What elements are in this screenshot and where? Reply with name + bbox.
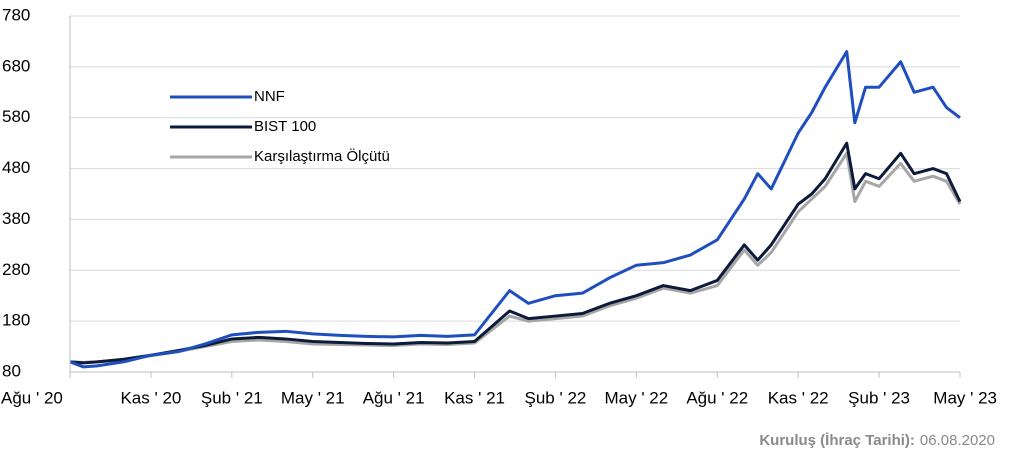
x-tick-label: Ağu ' 21 (363, 388, 425, 407)
lines (69, 50, 962, 369)
footer-label: Kuruluş (İhraç Tarihi): (759, 432, 915, 449)
x-tick-label: Kas ' 20 (120, 388, 181, 407)
y-tick-label: 780 (2, 5, 30, 24)
x-tick-label: May ' 23 (933, 388, 997, 407)
x-tick-label: May ' 21 (281, 388, 345, 407)
legend-label: Karşılaştırma Ölçütü (254, 147, 390, 165)
footer-value: 06.08.2020 (920, 432, 995, 449)
y-tick-label: 180 (2, 311, 30, 330)
y-tick-label: 280 (2, 260, 30, 279)
x-tick-label: Ağu ' 20 (1, 388, 63, 407)
y-tick-label: 80 (2, 361, 21, 380)
y-tick-label: 480 (2, 158, 30, 177)
x-tick-label: May ' 22 (605, 388, 669, 407)
x-tick-label: Şub ' 23 (848, 388, 910, 407)
series-line (69, 50, 961, 369)
footer: Kuruluş (İhraç Tarihi): 06.08.2020 (759, 432, 995, 449)
axes: 80 180 280 380 480 580 680 780 Ağu ' 20 Kas ' 20 Ş… (1, 5, 997, 407)
x-tick-label: Kas ' 22 (768, 388, 829, 407)
legend-label: BIST 100 (254, 118, 316, 135)
grid (70, 15, 960, 373)
y-tick-label: 580 (2, 107, 30, 126)
legend: NNF BIST 100 Karşılaştırma Ölçütü (170, 88, 390, 165)
x-tick-label: Şub ' 22 (525, 388, 587, 407)
x-tick-label: Şub ' 21 (201, 388, 263, 407)
x-tick-label: Kas ' 21 (444, 388, 505, 407)
x-tick-label: Ağu ' 22 (686, 388, 748, 407)
y-tick-label: 680 (2, 56, 30, 75)
legend-label: NNF (254, 88, 285, 105)
series-line (69, 141, 962, 365)
y-tick-label: 380 (2, 209, 30, 228)
series-line (69, 151, 962, 364)
